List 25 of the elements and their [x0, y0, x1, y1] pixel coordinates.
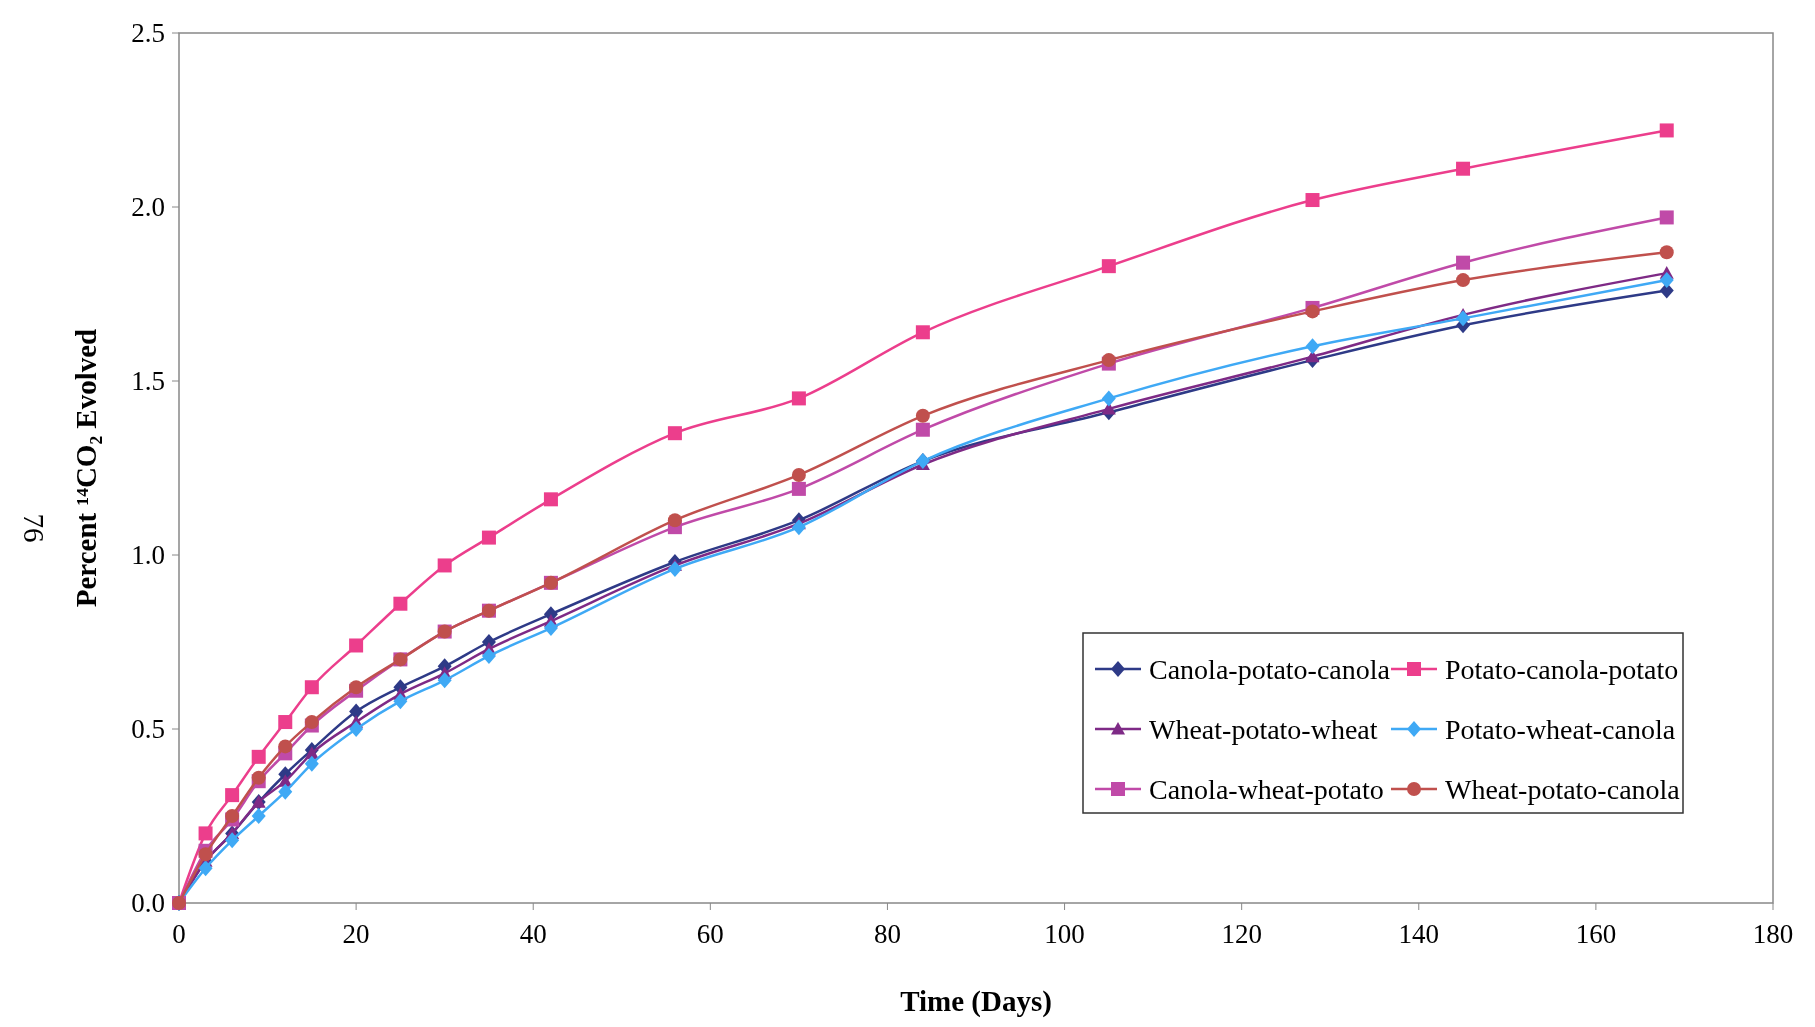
x-tick-label: 20	[342, 919, 370, 949]
x-tick-label: 100	[1044, 919, 1085, 949]
text: 76	[18, 513, 50, 543]
y-tick-label: 2.5	[131, 18, 165, 48]
y-axis-title: Percent ¹⁴CO₂ Evolved	[70, 328, 102, 608]
x-tick-label: 120	[1221, 919, 1262, 949]
x-tick-label: 160	[1575, 919, 1617, 949]
legend-label: Canola-wheat-potato	[1149, 774, 1384, 805]
legend-label: Wheat-potato-wheat	[1149, 714, 1378, 745]
y-tick-label: 1.5	[131, 366, 165, 396]
y-tick-label: 1.0	[131, 540, 165, 570]
x-tick-label: 80	[873, 919, 901, 949]
y-tick-label: 0.0	[131, 888, 165, 918]
x-tick-label: 180	[1752, 919, 1794, 949]
x-tick-label: 140	[1398, 919, 1440, 949]
legend-label: Potato-canola-potato	[1445, 654, 1679, 685]
legend-label: Canola-potato-canola	[1149, 654, 1391, 685]
x-tick-label: 40	[519, 919, 547, 949]
legend-label: Wheat-potato-canola	[1445, 774, 1681, 805]
x-tick-label: 0	[172, 919, 186, 949]
legend-label: Potato-wheat-canola	[1445, 714, 1676, 745]
y-tick-label: 2.0	[131, 192, 165, 222]
x-axis-title: Time (Days)	[900, 985, 1052, 1018]
x-tick-label: 60	[696, 919, 724, 949]
y-tick-label: 0.5	[131, 714, 165, 744]
